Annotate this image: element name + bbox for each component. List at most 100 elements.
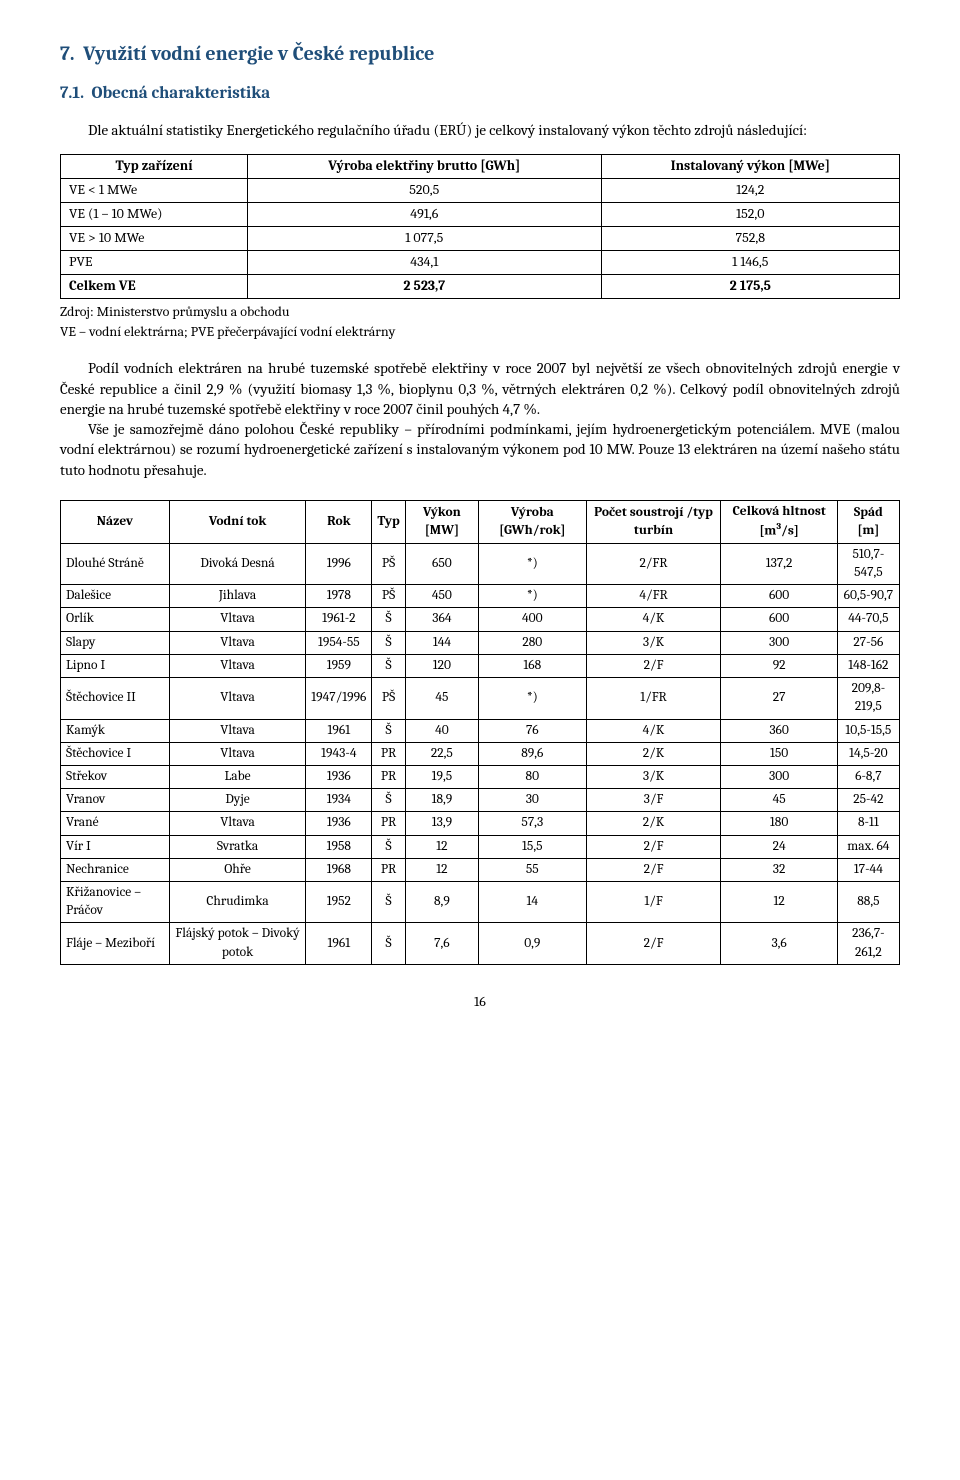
cell: 3/K	[586, 765, 721, 788]
cell: *)	[479, 543, 587, 584]
cell: PVE	[61, 250, 248, 274]
cell: Š	[372, 882, 405, 923]
cell: *)	[479, 585, 587, 608]
cell: 600	[721, 608, 837, 631]
cell: 17-44	[837, 858, 899, 881]
cell: 27	[721, 678, 837, 719]
cell: Vltava	[169, 812, 305, 835]
table-row: VranéVltava1936PR13,957,32/K1808-11	[61, 812, 900, 835]
cell: Štěchovice I	[61, 742, 170, 765]
cell: 15,5	[479, 835, 587, 858]
cell: 45	[405, 678, 478, 719]
cell: 1978	[306, 585, 372, 608]
cell: 32	[721, 858, 837, 881]
cell: 18,9	[405, 789, 478, 812]
cell: 8,9	[405, 882, 478, 923]
subsection-heading: 7.1. Obecná charakteristika	[60, 83, 900, 106]
cell: Vltava	[169, 654, 305, 677]
cell: Vltava	[169, 678, 305, 719]
cell: 124,2	[601, 179, 899, 203]
table-row: SlapyVltava1954-55Š1442803/K30027-56	[61, 631, 900, 654]
cell: Nechranice	[61, 858, 170, 881]
cell: 1961	[306, 923, 372, 964]
cell: 1943-4	[306, 742, 372, 765]
table-header: Počet soustrojí /typ turbín	[586, 500, 721, 543]
cell: 40	[405, 719, 478, 742]
cell: 1 077,5	[248, 226, 602, 250]
cell: VE < 1 MWe	[61, 179, 248, 203]
cell: Celkem VE	[61, 274, 248, 298]
cell: 4/K	[586, 719, 721, 742]
cell: 3/K	[586, 631, 721, 654]
cell: 2 523,7	[248, 274, 602, 298]
cell: Dlouhé Stráně	[61, 543, 170, 584]
cell: 1936	[306, 812, 372, 835]
cell: Divoká Desná	[169, 543, 305, 584]
table-row: VE > 10 MWe1 077,5752,8	[61, 226, 900, 250]
cell: *)	[479, 678, 587, 719]
table-header: Spád [m]	[837, 500, 899, 543]
cell: 1961	[306, 719, 372, 742]
cell: 1959	[306, 654, 372, 677]
cell: Ohře	[169, 858, 305, 881]
cell: 24	[721, 835, 837, 858]
table-row: OrlíkVltava1961-2Š3644004/K60044-70,5	[61, 608, 900, 631]
section-heading: 7. Využití vodní energie v České republi…	[60, 40, 900, 67]
table-row: Křižanovice – PráčovChrudimka1952Š8,9141…	[61, 882, 900, 923]
table-row: Lipno IVltava1959Š1201682/F92148-162	[61, 654, 900, 677]
power-plants-table: NázevVodní tokRokTypVýkon [MW]Výroba [GW…	[60, 500, 900, 965]
cell: 2/K	[586, 812, 721, 835]
table-row: StřekovLabe1936PR19,5803/K3006-8,7	[61, 765, 900, 788]
cell: Š	[372, 654, 405, 677]
cell: 12	[405, 835, 478, 858]
table-row: Štěchovice IIVltava1947/1996PŠ45*)1/FR27…	[61, 678, 900, 719]
cell: 14	[479, 882, 587, 923]
cell: 360	[721, 719, 837, 742]
cell: PR	[372, 812, 405, 835]
cell: 0,9	[479, 923, 587, 964]
cell: 280	[479, 631, 587, 654]
table-header: Rok	[306, 500, 372, 543]
table-row: DalešiceJihlava1978PŠ450*)4/FR60060,5-90…	[61, 585, 900, 608]
cell: PŠ	[372, 543, 405, 584]
cell: Slapy	[61, 631, 170, 654]
cell: 434,1	[248, 250, 602, 274]
cell: 2/F	[586, 923, 721, 964]
cell: 150	[721, 742, 837, 765]
cell: 148-162	[837, 654, 899, 677]
cell: Vrané	[61, 812, 170, 835]
cell: Š	[372, 835, 405, 858]
table-legend: VE – vodní elektrárna; PVE přečerpávajíc…	[60, 323, 900, 342]
cell: Chrudimka	[169, 882, 305, 923]
table-header: Název	[61, 500, 170, 543]
cell: Vltava	[169, 742, 305, 765]
cell: Š	[372, 631, 405, 654]
cell: 1936	[306, 765, 372, 788]
cell: Štěchovice II	[61, 678, 170, 719]
table-source: Zdroj: Ministerstvo průmyslu a obchodu	[60, 303, 900, 322]
cell: 364	[405, 608, 478, 631]
cell: Dyje	[169, 789, 305, 812]
cell: 4/K	[586, 608, 721, 631]
cell: Vír I	[61, 835, 170, 858]
cell: 300	[721, 631, 837, 654]
cell: Labe	[169, 765, 305, 788]
cell: Fláje – Meziboří	[61, 923, 170, 964]
table-header: Typ	[372, 500, 405, 543]
cell: 80	[479, 765, 587, 788]
table-header: Typ zařízení	[61, 155, 248, 179]
cell: 209,8-219,5	[837, 678, 899, 719]
cell: 1934	[306, 789, 372, 812]
cell: 520,5	[248, 179, 602, 203]
cell: 1954-55	[306, 631, 372, 654]
cell: 180	[721, 812, 837, 835]
cell: 752,8	[601, 226, 899, 250]
body-paragraph: Podíl vodních elektráren na hrubé tuzems…	[60, 358, 900, 419]
cell: 1996	[306, 543, 372, 584]
cell: 8-11	[837, 812, 899, 835]
cell: 144	[405, 631, 478, 654]
cell: 650	[405, 543, 478, 584]
cell: 12	[405, 858, 478, 881]
cell: 510,7-547,5	[837, 543, 899, 584]
cell: 1958	[306, 835, 372, 858]
